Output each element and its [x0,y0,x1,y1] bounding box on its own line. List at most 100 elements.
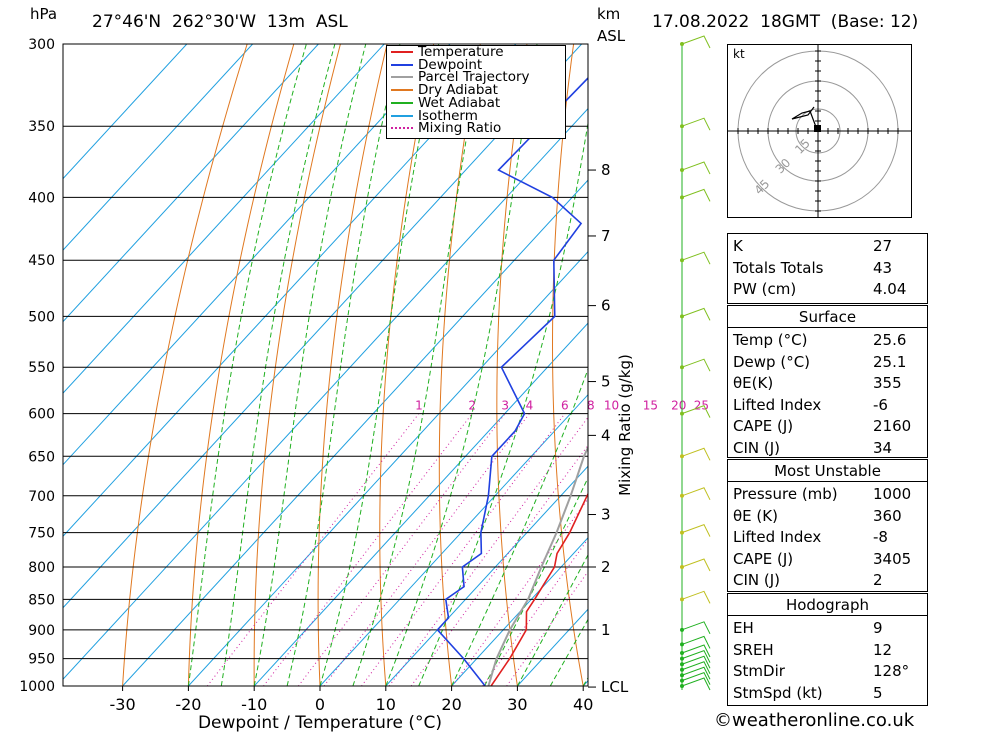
stat-label: StmDir [733,662,785,681]
dewpoint-line [436,76,588,686]
stat-value: 355 [873,374,902,393]
pressure-tick-label: 800 [28,560,55,576]
stat-row: Pressure (mb) 1000 [728,484,927,505]
stat-row: θE (K) 360 [728,506,927,527]
mixing-ratio-line [410,444,588,686]
stat-value: 5 [873,683,883,702]
x-tick-label: 20 [441,695,461,714]
isotherm-line [63,44,451,466]
altitude-tick-label: 4 [601,426,611,444]
surface-title: Surface [798,308,857,326]
surface-panel: Surface Temp (°C) 25.6 Dewp (°C) 25.1 θE(K) 35… [727,305,928,458]
stat-label: Lifted Index [733,528,822,547]
mixing-ratio-line [263,413,473,686]
isotherm-line [63,44,254,251]
most-unstable-panel: Most Unstable Pressure (mb) 1000 θE (K) 360 L… [727,459,928,592]
stat-label: PW (cm) [733,280,797,299]
wind-barb [681,621,711,635]
mixing-ratio-label: 20 [671,399,686,413]
x-tick-label: 0 [315,695,325,714]
hodograph-unit-label: kt [733,47,745,61]
stat-value: 12 [873,640,893,659]
hodograph-panel: kt 15 30 45 [727,44,912,218]
stat-row: Lifted Index -6 [728,395,927,416]
datetime-title: 17.08.2022 18GMT (Base: 12) [652,12,919,32]
mixing-ratio-line [206,413,420,686]
isotherm-line [319,393,588,686]
altitude-tick-label: 5 [601,373,611,391]
stat-label: Dewp (°C) [733,352,811,371]
panel-divider [728,327,927,328]
stat-value: 1000 [873,485,912,503]
mixing-ratio-label: 15 [643,399,658,413]
stat-label: Lifted Index [733,395,822,414]
indices-panel: K 27 Totals Totals 43 PW (cm) 4.04 [727,233,928,304]
wind-barb [681,117,711,131]
most-unstable-title: Most Unstable [774,462,881,480]
stat-label: EH [733,619,754,637]
wet-adiabat-line [187,44,307,686]
stat-label: θE (K) [733,506,778,525]
x-tick-label: 40 [573,695,593,714]
wind-barb [681,161,711,175]
x-tick-label: 10 [376,695,396,714]
stat-value: 25.6 [873,331,907,349]
dry-adiabat-line [552,44,584,686]
hodograph-storm-marker [814,125,821,132]
x-tick-label: -10 [241,695,267,714]
wind-barb [681,487,711,501]
wet-adiabat-line [220,44,336,686]
pressure-tick-label: 900 [28,623,55,639]
plot-frame [62,43,589,687]
legend-label: Wet Adiabat [418,94,501,111]
wind-barb [681,358,711,372]
x-tick-label: -30 [110,695,136,714]
pressure-tick-label: 850 [28,592,55,608]
stat-value: 128° [873,662,910,681]
stat-row: CAPE (J) 3405 [728,549,927,570]
legend-swatch [391,63,413,66]
dry-adiabat-line [253,44,341,686]
stat-row: Totals Totals 43 [728,258,927,279]
hodograph-ring-label: 15 [792,136,813,157]
wind-barb [681,447,711,461]
stat-row: StmSpd (kt) 5 [728,683,927,704]
stat-row: CIN (J) 2 [728,570,927,591]
pressure-tick-label: 750 [28,526,55,542]
pressure-tick-label: 500 [28,309,55,325]
stat-row: CAPE (J) 2160 [728,416,927,437]
stat-row: EH 9 [728,618,927,639]
legend-entry: Dry Adiabat [391,83,498,97]
km-asl-label: ASL [597,27,626,45]
altitude-tick-label: 2 [601,558,611,576]
isotherm-line [188,250,588,686]
wind-barb-dot [680,124,684,129]
stat-row: Lifted Index -8 [728,527,927,548]
stat-label: SREH [733,640,774,659]
stat-label: Pressure (mb) [733,485,838,503]
stat-label: CAPE (J) [733,417,794,436]
hodograph-stats-panel: Hodograph EH 9 SREH 12 StmDir 128° StmSpd (kt) 5 [727,593,928,706]
stat-row: PW (cm) 4.04 [728,279,927,300]
altitude-tick-label: 7 [601,227,611,245]
x-tick-label: 30 [507,695,527,714]
x-tick-label: -20 [175,695,201,714]
legend-entry: Wet Adiabat [391,94,501,111]
legend-label: Dewpoint [418,56,483,73]
mixing-ratio-line [323,413,530,686]
stat-label: CIN (J) [733,571,781,590]
stat-label: CIN (J) [733,439,781,457]
wind-barb [681,404,711,418]
isotherm-line [385,465,588,686]
wind-barb [681,666,711,680]
legend-entry: Temperature [391,45,504,59]
isotherm-line [63,44,517,537]
dry-adiabat-line [496,44,528,686]
weatheronline-credit-link[interactable]: ©weatheronline.co.uk [714,710,915,731]
wind-barb [681,307,711,321]
panel-divider [728,481,927,482]
stat-row: K 27 [728,236,927,257]
isotherm-line [63,44,188,180]
km-unit-label: km [597,5,621,23]
wind-barb [681,661,711,674]
